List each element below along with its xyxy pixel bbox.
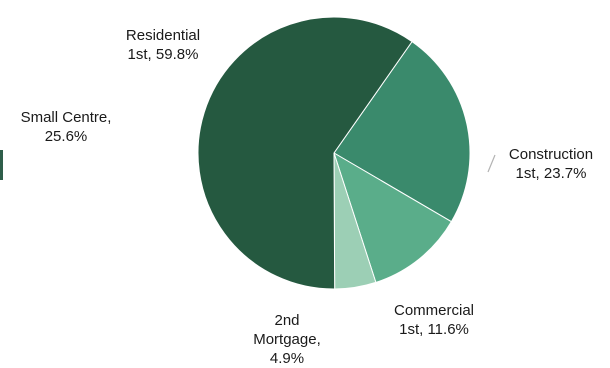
label-small-centre: Small Centre, 25.6% (2, 108, 130, 146)
label-second-mortgage-line1: 2nd (274, 312, 300, 329)
leader-line-construction (487, 154, 496, 173)
label-residential-line1: Residential (125, 27, 201, 44)
label-small-centre-line1: Small Centre, (20, 109, 112, 126)
label-second-mortgage-line2: Mortgage, (253, 331, 321, 348)
label-second-mortgage-line3: 4.9% (269, 350, 305, 367)
adjacent-chart-edge (0, 150, 3, 180)
label-second-mortgage: 2nd Mortgage, 4.9% (242, 311, 332, 368)
label-small-centre-line2: 25.6% (44, 128, 88, 145)
slice-commercial (333, 151, 453, 284)
label-commercial-line2: 1st, 11.6% (399, 321, 469, 338)
slice-construction (333, 40, 471, 223)
label-construction-line2: 1st, 23.7% (515, 165, 587, 182)
label-construction-line1: Construction (508, 146, 594, 163)
label-commercial: Commercial 1st, 11.6% (375, 301, 493, 339)
label-construction: Construction 1st, 23.7% (492, 145, 610, 183)
slice-residential (197, 16, 413, 290)
label-residential: Residential 1st, 59.8% (103, 26, 223, 64)
label-commercial-line1: Commercial (393, 302, 474, 319)
label-residential-line2: 1st, 59.8% (127, 46, 199, 63)
